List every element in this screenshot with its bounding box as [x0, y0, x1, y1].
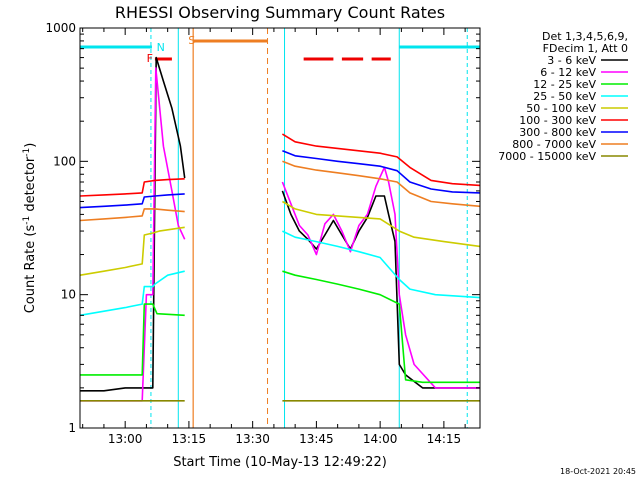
legend-header-line: FDecim 1, Att 0: [543, 42, 628, 55]
chart-title: RHESSI Observing Summary Count Rates: [115, 3, 445, 22]
y-axis-label-main: Count Rate (s: [23, 225, 38, 314]
y-tick-label: 1: [68, 421, 76, 435]
flare-flag-letter: F: [147, 52, 153, 65]
flag-layer: N S F: [80, 28, 480, 428]
series-line-3: [79, 230, 481, 317]
legend-label: 12 - 25 keV: [533, 78, 596, 91]
series-line-4: [79, 200, 481, 276]
series-line-6: [80, 150, 481, 209]
plot-frame: [79, 27, 481, 429]
y-tick-label: 1000: [45, 21, 76, 35]
series-layer: [79, 56, 481, 402]
legend-label: 3 - 6 keV: [547, 54, 596, 67]
legend: Det 1,3,4,5,6,9,FDecim 1, Att 03 - 6 keV…: [498, 30, 628, 163]
series-line-2: [80, 270, 480, 384]
legend-label: 6 - 12 keV: [540, 66, 596, 79]
legend-label: 50 - 100 keV: [526, 102, 596, 115]
y-tick-label: 100: [53, 154, 76, 168]
tick-layer: 13:00 13:15 13:30 13:45 14:00 14:15 1 10 100 1000: [45, 21, 480, 446]
legend-label: 800 - 7000 keV: [512, 138, 596, 151]
legend-label: 7000 - 15000 keV: [498, 150, 596, 163]
timestamp: 18-Oct-2021 20:45: [560, 467, 636, 476]
legend-label: 25 - 50 keV: [533, 90, 596, 103]
series-line-1: [80, 67, 480, 402]
x-tick-label: 14:00: [363, 432, 398, 446]
x-tick-label: 13:45: [299, 432, 334, 446]
y-tick-label: 10: [61, 288, 76, 302]
y-axis-label-sup2: -1: [22, 148, 32, 157]
night-flag-letter: N: [157, 41, 165, 54]
y-axis-label: Count Rate (s-1 detector-1): [22, 143, 38, 314]
x-tick-label: 13:00: [108, 432, 143, 446]
x-tick-label: 14:15: [427, 432, 462, 446]
x-tick-label: 13:30: [235, 432, 270, 446]
legend-label: 300 - 800 keV: [519, 126, 596, 139]
series-line-7: [80, 160, 481, 222]
legend-label: 100 - 300 keV: [519, 114, 596, 127]
y-axis-label-mid: detector: [23, 156, 38, 216]
x-tick-label: 13:15: [172, 432, 207, 446]
y-axis-label-sup1: -1: [22, 216, 32, 225]
legend-header-line: Det 1,3,4,5,6,9,: [542, 30, 628, 43]
series-line-5: [80, 133, 481, 197]
series-line-0: [80, 56, 480, 392]
x-axis-label: Start Time (10-May-13 12:49:22): [173, 455, 387, 470]
saa-flag-letter: S: [188, 34, 195, 47]
y-axis-label-end: ): [23, 143, 38, 148]
